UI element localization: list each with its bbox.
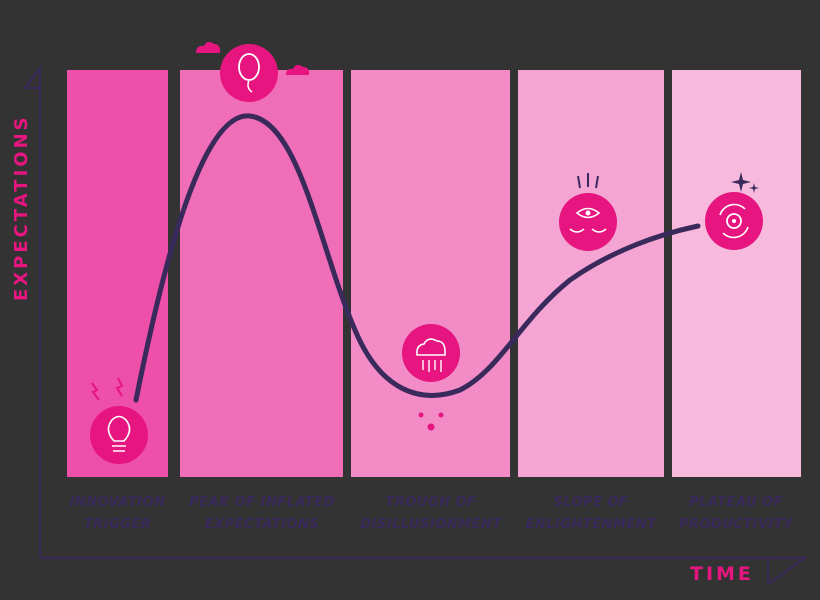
cloud-decoration-icon: [196, 41, 221, 53]
rain-cloud-icon: [402, 324, 460, 431]
lightbulb-icon: [90, 377, 148, 464]
y-axis-label: EXPECTATIONS: [11, 114, 32, 301]
axes: [23, 65, 809, 586]
phase-column-slope: [518, 70, 664, 477]
phase-column-trough: [351, 70, 510, 477]
x-axis-label: TIME: [690, 563, 754, 585]
phase-column-peak: [180, 70, 343, 477]
phase-label-plateau: PLATEAU OF PRODUCTIVITY: [678, 495, 794, 532]
phase-label-slope: SLOPE OF ENLIGHTENMENT: [525, 495, 657, 532]
eye-icon: [559, 173, 617, 251]
phase-label-trough: TROUGH OF DISILLUSIONMENT: [360, 495, 502, 532]
balloon-icon: [220, 44, 278, 102]
phase-label-peak: PEAK OF INFLATED EXPECTATIONS: [189, 495, 335, 532]
phase-label-innovation-trigger: INNOVATION TRIGGER: [69, 495, 166, 532]
phase-column-plateau: [672, 70, 801, 477]
gear-cycle-icon: [705, 172, 763, 250]
hype-curve: [133, 113, 701, 403]
cloud-decoration-icon: [286, 64, 310, 75]
